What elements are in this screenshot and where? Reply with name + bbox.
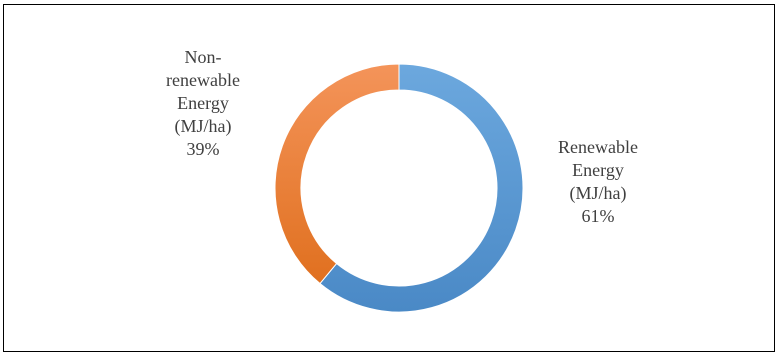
- data-label-line: Energy: [177, 93, 229, 113]
- data-label-line: 61%: [582, 206, 615, 226]
- doughnut-slice-renewable: [319, 63, 524, 313]
- data-label-line: renewable: [166, 70, 240, 90]
- data-label-line: Renewable: [558, 137, 638, 157]
- data-labels: Renewable Energy (MJ/ha) 61%Non-renewable En…: [166, 47, 638, 226]
- doughnut-slice-non-renewable: [274, 63, 400, 285]
- data-label-line: (MJ/ha): [570, 183, 627, 204]
- data-label-line: (MJ/ha): [175, 116, 232, 137]
- data-label-line: Energy: [572, 160, 624, 180]
- data-label-line: 39%: [187, 139, 220, 159]
- data-label-renewable: Renewable Energy (MJ/ha) 61%: [558, 137, 638, 226]
- data-label-non-renewable: Non-renewable Energy (MJ/ha) 39%: [166, 47, 240, 159]
- doughnut-slices: [274, 63, 524, 313]
- data-label-line: Non-: [185, 47, 222, 67]
